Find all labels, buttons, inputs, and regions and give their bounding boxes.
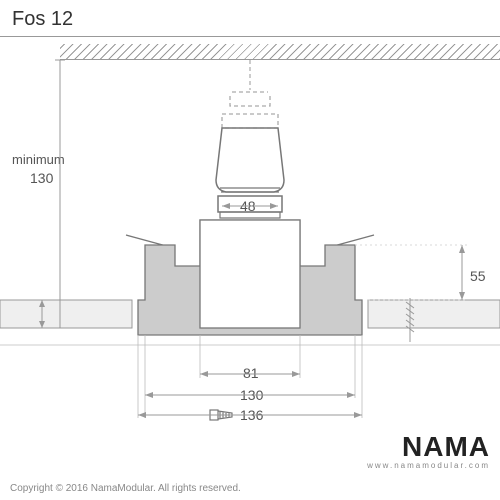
brand-name: NAMA (367, 431, 490, 463)
cross-section-drawing (0, 0, 500, 500)
copyright-text: Copyright © 2016 NamaModular. All rights… (10, 483, 241, 494)
diagram-canvas: Fos 12 minimum 130 48 55 12.5 81 130 136 (0, 0, 500, 500)
brand-logo: NAMA www.namamodular.com (367, 431, 490, 470)
brand-url: www.namamodular.com (367, 461, 490, 470)
